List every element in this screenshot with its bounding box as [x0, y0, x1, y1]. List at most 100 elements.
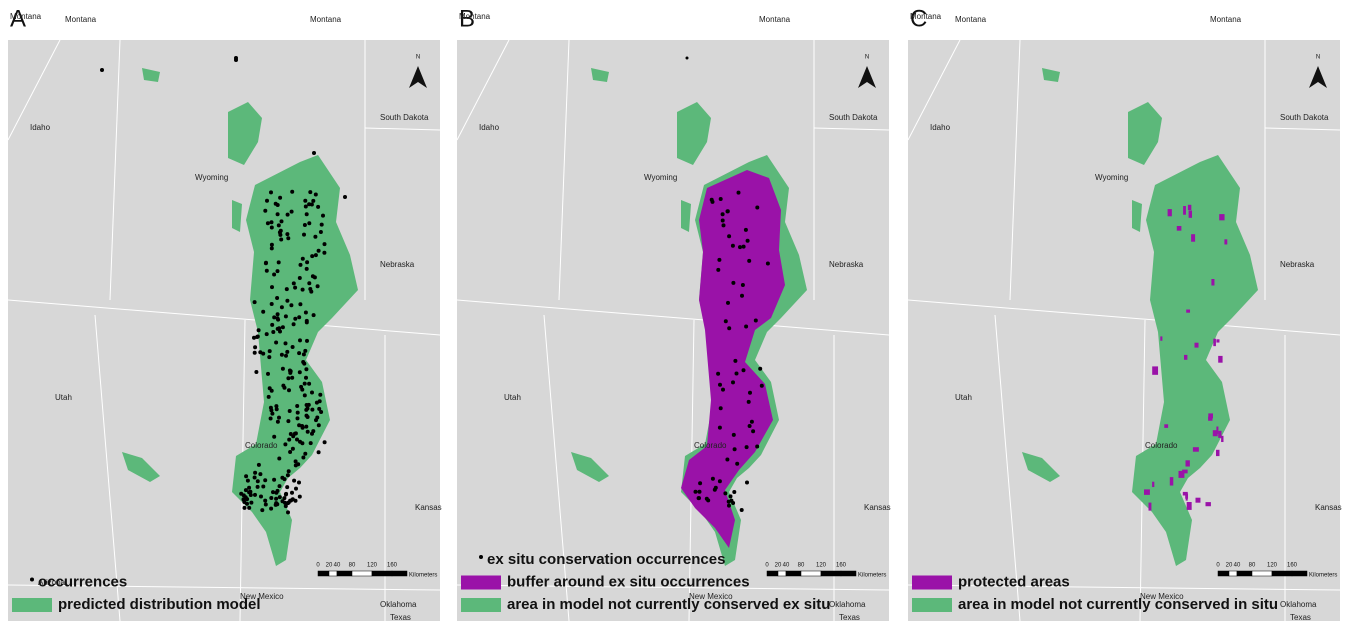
occurrence-dot: [304, 403, 309, 407]
occurrence-dot: [295, 410, 300, 415]
state-label: Texas: [390, 613, 411, 621]
occurrence-dot: [242, 500, 247, 504]
north-arrow: [1309, 66, 1327, 88]
state-border: [7, 39, 61, 141]
scale-tick-label: 20: [326, 563, 333, 569]
occurrence-dot: [304, 424, 309, 429]
occurrence-dot: [304, 212, 309, 217]
occurrence-dot: [725, 457, 730, 462]
protected-area: [1152, 481, 1155, 488]
occurrence-dot: [313, 192, 318, 197]
scale-bar-segment: [328, 570, 338, 577]
occurrence-dot: [731, 432, 736, 437]
occurrence-dot: [696, 496, 701, 501]
occurrence-dot: [738, 245, 742, 250]
map-background: [908, 40, 1340, 621]
protected-area: [1195, 497, 1201, 503]
scale-bar-segment: [777, 570, 787, 577]
occurrence-dot: [710, 476, 715, 481]
occurrence-dot: [285, 232, 290, 237]
occurrence-dot: [279, 237, 284, 242]
occurrence-dot: [276, 260, 281, 265]
occurrence-dot: [311, 198, 316, 203]
scale-tick-label: 80: [798, 563, 805, 569]
occurrence-dot: [740, 293, 744, 298]
occurrence-dot: [276, 223, 281, 228]
occurrence-dot: [303, 451, 308, 456]
scale-bar-segment: [1251, 570, 1273, 577]
protected-area: [1216, 449, 1220, 457]
occurrence-dot: [265, 198, 269, 203]
occurrence-dot: [269, 408, 274, 413]
occurrence-dot: [720, 218, 725, 223]
state-label: Montana: [955, 15, 987, 24]
occurrence-dot: [741, 368, 746, 373]
occurrence-dot: [303, 310, 308, 315]
occurrence-dot: [298, 302, 303, 307]
occurrence-dot: [255, 479, 260, 484]
state-label: Idaho: [930, 123, 951, 132]
occurrence-dot: [255, 484, 260, 489]
occurrence-dot: [718, 197, 723, 201]
occurrence-dot: [293, 285, 298, 290]
occurrence-dot: [268, 416, 273, 421]
occurrence-dot: [266, 394, 271, 399]
distribution-area: [1022, 68, 1258, 566]
occurrence-dot: [274, 404, 279, 409]
panel-letter: A: [10, 5, 26, 32]
occurrence-dot: [301, 455, 306, 460]
occurrence-dot: [253, 492, 257, 497]
occurrence-dot: [285, 473, 290, 478]
occurrence-dot: [269, 302, 274, 306]
occurrence-dot: [269, 190, 273, 195]
state-label: Idaho: [479, 123, 500, 132]
occurrence-dot: [297, 480, 301, 485]
occurrence-dot: [244, 474, 249, 479]
state-label: Montana: [65, 15, 97, 24]
occurrence-dot: [275, 296, 280, 300]
state-label: Arizona: [38, 578, 66, 587]
protected-area: [1216, 426, 1219, 434]
state-label: Nebraska: [829, 260, 864, 269]
occurrence-dot: [291, 281, 296, 286]
occurrence-dot: [270, 411, 275, 416]
state-border: [109, 39, 121, 301]
legend-label: area in model not currently conserved in…: [958, 596, 1278, 613]
occurrence-dot: [302, 381, 307, 386]
occurrence-dot: [317, 399, 322, 404]
occurrence-dot: [275, 269, 280, 274]
occurrence-dot: [269, 506, 274, 511]
occurrence-dot: [264, 332, 269, 337]
occurrence-dot: [260, 508, 265, 513]
occurrence-dot: [704, 496, 709, 501]
occurrence-dot: [319, 222, 324, 227]
occurrence-dot: [310, 390, 314, 395]
occurrence-dot: [304, 367, 309, 372]
occurrence-dot: [282, 385, 287, 390]
occurrence-dot: [316, 204, 321, 209]
legend-swatch: [912, 575, 952, 590]
occurrence-dot: [311, 313, 316, 318]
occurrence-dot: [745, 238, 750, 243]
scale-tick-label: 120: [816, 563, 827, 569]
occurrence-dot: [256, 462, 261, 467]
occurrence-dot: [252, 300, 257, 305]
occurrence-dot: [304, 266, 309, 271]
occurrence-dot: [286, 469, 291, 474]
state-border: [994, 314, 1021, 622]
occurrence-dot: [301, 352, 306, 357]
occurrence-dot: [283, 341, 288, 346]
scale-tick-label: 40: [334, 563, 341, 569]
state-border: [456, 584, 890, 591]
occurrence-dot: [296, 462, 301, 467]
protected-area: [1160, 336, 1163, 341]
occurrence-dot: [313, 253, 318, 258]
occurrence-dot: [302, 223, 307, 227]
protected-area: [1212, 430, 1218, 437]
occurrence-dot: [283, 500, 287, 505]
state-label: Montana: [1210, 15, 1242, 24]
occurrence-dot: [295, 404, 300, 408]
occurrence-dot: [751, 429, 756, 434]
occurrence-dot: [292, 431, 297, 436]
